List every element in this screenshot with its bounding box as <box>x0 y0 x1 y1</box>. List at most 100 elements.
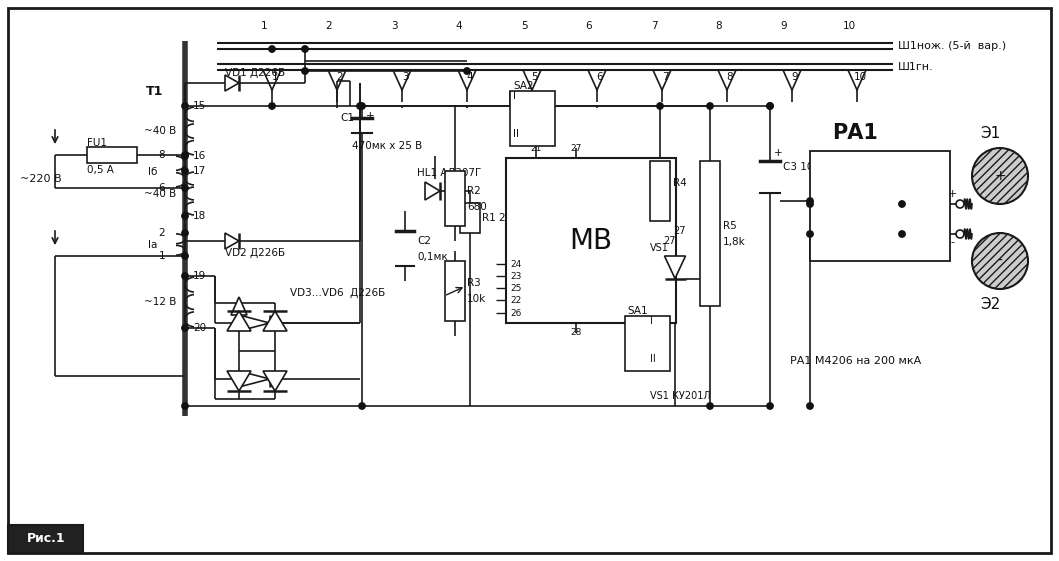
Text: 23: 23 <box>510 272 521 280</box>
Circle shape <box>767 103 773 109</box>
Circle shape <box>182 168 189 174</box>
Polygon shape <box>231 297 247 315</box>
Text: 1: 1 <box>261 21 267 31</box>
Text: 9: 9 <box>792 72 798 82</box>
Text: 6: 6 <box>586 21 592 31</box>
Circle shape <box>807 403 813 409</box>
Text: ~12 В: ~12 В <box>144 297 176 307</box>
Text: VS1 КУ201Л: VS1 КУ201Л <box>650 391 711 401</box>
Text: 16: 16 <box>193 151 207 161</box>
Text: 1,8k: 1,8k <box>723 237 746 246</box>
Text: 20: 20 <box>193 323 207 333</box>
Bar <box>810 151 950 261</box>
Polygon shape <box>263 371 287 391</box>
Text: 3: 3 <box>391 21 397 31</box>
Circle shape <box>359 103 365 109</box>
Bar <box>870 197 902 211</box>
Text: 15: 15 <box>193 101 207 111</box>
Text: R6: R6 <box>851 199 865 209</box>
Circle shape <box>899 201 905 207</box>
Circle shape <box>956 200 964 208</box>
Text: ~40 В: ~40 В <box>144 188 176 199</box>
Text: 10: 10 <box>843 21 856 31</box>
Text: 25: 25 <box>510 283 521 292</box>
Circle shape <box>657 103 663 109</box>
Bar <box>650 161 670 221</box>
Text: VD3...VD6  Д226Б: VD3...VD6 Д226Б <box>290 288 385 298</box>
Bar <box>8 525 83 553</box>
Circle shape <box>182 153 189 159</box>
Circle shape <box>302 68 308 74</box>
Circle shape <box>767 403 773 409</box>
Text: 6: 6 <box>159 183 165 193</box>
Text: 5: 5 <box>521 21 527 31</box>
Circle shape <box>706 403 713 409</box>
Circle shape <box>807 201 813 207</box>
Text: 13: 13 <box>907 229 918 239</box>
Text: 17: 17 <box>193 166 207 176</box>
Polygon shape <box>239 315 270 331</box>
Text: мА: мА <box>836 195 854 208</box>
Text: 1: 1 <box>159 251 165 261</box>
Text: -: - <box>998 254 1003 268</box>
Text: R4: R4 <box>674 178 686 188</box>
Polygon shape <box>225 75 239 91</box>
Text: R3: R3 <box>467 278 481 288</box>
Text: +: + <box>366 111 375 121</box>
Bar <box>445 171 465 226</box>
Text: +: + <box>953 197 964 210</box>
Text: 26: 26 <box>510 309 521 318</box>
Circle shape <box>706 103 713 109</box>
Circle shape <box>767 103 773 109</box>
Text: МВ: МВ <box>570 227 612 255</box>
Text: +: + <box>948 189 956 199</box>
Text: I: I <box>650 316 653 326</box>
Circle shape <box>182 273 189 279</box>
Circle shape <box>464 68 470 74</box>
Text: +: + <box>994 169 1006 183</box>
Text: R7: R7 <box>851 229 865 239</box>
Bar <box>506 158 676 323</box>
Circle shape <box>807 198 813 204</box>
Polygon shape <box>425 182 439 200</box>
Text: 27: 27 <box>674 226 685 236</box>
Text: 27: 27 <box>571 144 581 153</box>
Text: 8: 8 <box>726 72 733 82</box>
Text: 680: 680 <box>467 201 487 211</box>
Text: 470мк х 25 В: 470мк х 25 В <box>352 141 423 151</box>
Polygon shape <box>239 371 270 387</box>
Text: Рис.1: Рис.1 <box>26 532 66 545</box>
Circle shape <box>182 152 189 158</box>
Text: 7: 7 <box>650 21 658 31</box>
Text: -: - <box>950 237 954 247</box>
Text: C1: C1 <box>340 113 354 123</box>
Text: C2: C2 <box>417 236 431 246</box>
Text: 3: 3 <box>401 72 409 82</box>
Text: 4: 4 <box>455 21 463 31</box>
Polygon shape <box>227 371 251 391</box>
Circle shape <box>357 103 363 109</box>
Text: 19: 19 <box>193 271 207 281</box>
Circle shape <box>269 46 275 52</box>
Text: 4: 4 <box>467 72 473 82</box>
Text: 22: 22 <box>510 296 521 305</box>
Text: 6: 6 <box>596 72 604 82</box>
Text: II: II <box>650 354 656 364</box>
Text: РА1 М4206 на 200 мкА: РА1 М4206 на 200 мкА <box>790 356 921 366</box>
Text: VD1 Д226Б: VD1 Д226Б <box>225 68 285 78</box>
Text: 9: 9 <box>780 21 787 31</box>
Text: SA1: SA1 <box>627 306 648 316</box>
Circle shape <box>182 325 189 331</box>
Text: 10k: 10k <box>467 294 486 304</box>
Text: R5: R5 <box>723 220 737 231</box>
Text: SA2: SA2 <box>513 81 534 91</box>
Text: Э2: Э2 <box>980 297 1000 311</box>
Polygon shape <box>227 311 251 331</box>
Polygon shape <box>263 311 287 331</box>
Text: 18: 18 <box>193 211 207 221</box>
Text: II: II <box>513 129 519 139</box>
Text: 0,1мк: 0,1мк <box>417 251 448 261</box>
Polygon shape <box>225 233 239 249</box>
Circle shape <box>899 231 905 237</box>
Circle shape <box>269 103 275 109</box>
